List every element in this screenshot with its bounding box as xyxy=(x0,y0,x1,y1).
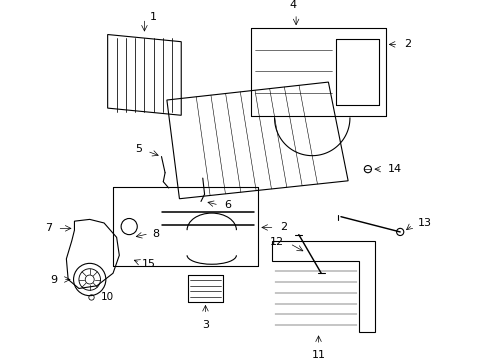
Text: 3: 3 xyxy=(202,320,208,330)
Text: 1: 1 xyxy=(150,12,157,22)
Text: 12: 12 xyxy=(270,237,284,247)
Text: 4: 4 xyxy=(288,0,295,10)
Text: 2: 2 xyxy=(279,222,286,233)
Text: 8: 8 xyxy=(152,229,159,239)
Text: 10: 10 xyxy=(100,292,113,302)
Text: 13: 13 xyxy=(417,218,431,228)
Text: 7: 7 xyxy=(45,223,52,233)
Text: 11: 11 xyxy=(311,350,325,360)
Text: 5: 5 xyxy=(135,144,142,154)
Text: 14: 14 xyxy=(387,164,401,174)
Text: 9: 9 xyxy=(50,275,57,284)
Text: 6: 6 xyxy=(224,200,231,210)
Text: 2: 2 xyxy=(403,39,410,49)
Text: 15: 15 xyxy=(142,259,156,269)
